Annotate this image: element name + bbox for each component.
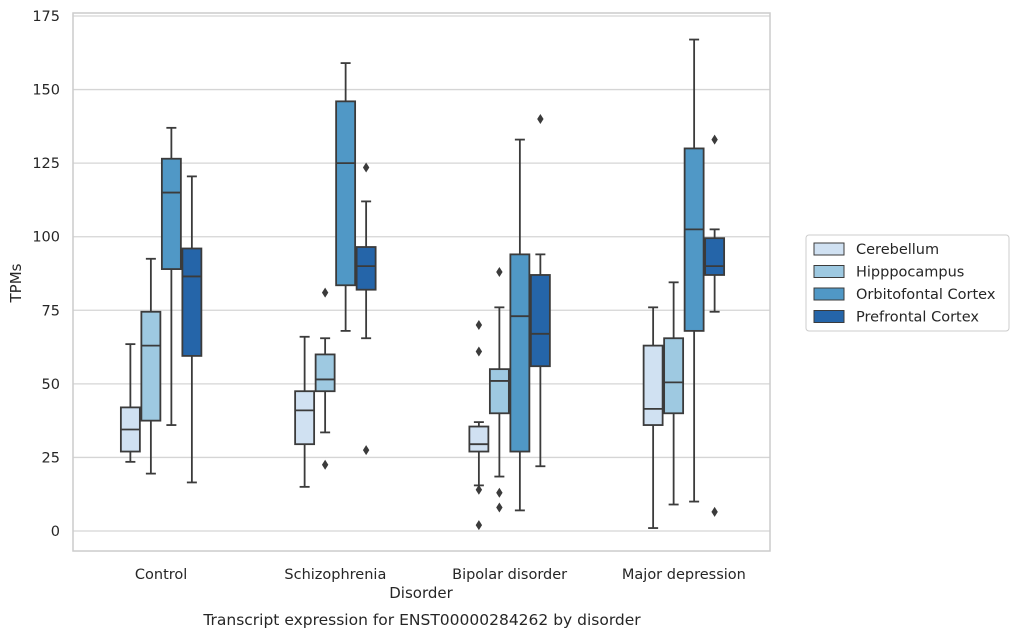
y-tick-label: 150 [32,83,60,99]
y-tick-label: 0 [51,524,60,540]
box-1-1 [314,287,336,470]
y-tick-label: 50 [42,377,60,393]
box-body [335,100,357,287]
outlier-point [475,520,483,531]
legend-label: Hipppocampus [856,265,964,281]
legend-frame [805,234,1010,332]
legend-swatch [813,287,845,301]
y-tick-label: 175 [32,9,60,25]
gridlines [73,15,770,532]
legend-items: Cerebellum Hipppocampus Orbitofontal Corte… [813,242,996,326]
box-3-0 [642,306,664,529]
boxes [119,38,726,531]
box-3-2 [683,38,705,503]
box-3-1 [663,281,685,506]
box-body [683,147,705,332]
box-2-3 [529,114,551,468]
outlier-point [711,506,718,517]
plot-frame [72,12,771,552]
box-body [355,246,377,291]
outlier-point [321,459,329,470]
y-tick-label: 125 [32,156,60,172]
legend-label: Orbitofontal Cortex [856,287,996,303]
box-body [642,344,664,426]
x-tick-label: Bipolar disorder [452,567,567,583]
outlier-point [496,487,503,498]
outlier-point [475,346,483,357]
x-tick-labels: Control Schizophrenia Bipolar disorder Majo… [135,567,746,583]
x-tick-label: Major depression [622,567,746,583]
outlier-point [537,114,544,124]
box-2-0 [468,320,490,531]
outlier-point [362,445,370,456]
outlier-point [362,162,370,173]
outlier-point [475,484,483,495]
box-body [160,157,182,270]
x-tick-label: Schizophrenia [284,567,386,583]
box-2-1 [488,267,510,513]
box-body [509,253,531,453]
box-0-2 [160,126,182,426]
box-1-0 [294,335,316,488]
box-0-3 [181,175,203,484]
box-body [704,237,726,276]
box-1-2 [335,62,357,332]
legend-label: Prefrontal Cortex [856,310,979,326]
legend-swatch [813,265,845,278]
y-axis-label: TPMs [7,263,25,303]
box-body [488,368,510,415]
outlier-point [496,267,503,278]
box-2-2 [509,138,531,512]
legend-swatch [813,242,845,256]
box-body [529,274,551,368]
outlier-point [711,134,718,145]
y-tick-label: 25 [42,450,60,466]
box-0-1 [140,257,162,475]
legend-swatch [813,310,845,323]
y-tick-labels: 0 25 50 75 100 125 150 175 [32,9,60,540]
chart-caption: Transcript expression for ENST0000028426… [202,611,641,629]
y-tick-label: 75 [42,303,60,319]
box-body [294,390,316,446]
outlier-point [496,502,503,513]
legend: Cerebellum Hipppocampus Orbitofontal Corte… [805,234,1010,332]
outlier-point [475,320,483,330]
x-tick-label: Control [135,567,187,583]
box-body [314,353,336,393]
outlier-point [321,287,329,298]
box-3-3 [704,134,726,517]
box-0-0 [119,343,141,463]
box-body [181,247,203,357]
legend-label: Cerebellum [856,242,939,258]
y-tick-label: 100 [32,230,60,246]
box-1-3 [355,162,377,456]
box-body [468,425,490,453]
x-axis-label: Disorder [389,584,453,602]
box-body [140,310,162,422]
box-body [663,337,685,415]
